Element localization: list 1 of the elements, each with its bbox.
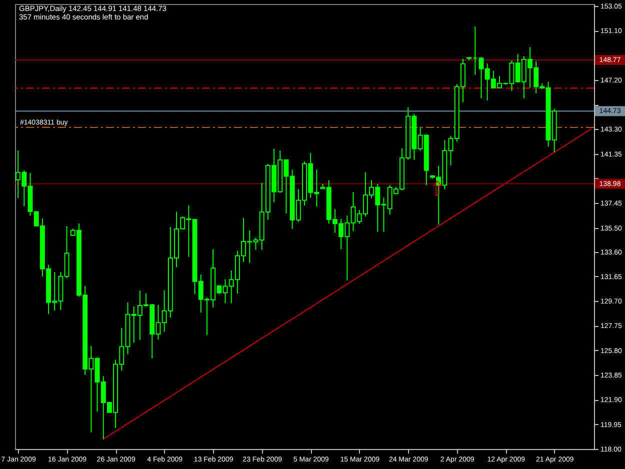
line-series	[102, 128, 592, 440]
